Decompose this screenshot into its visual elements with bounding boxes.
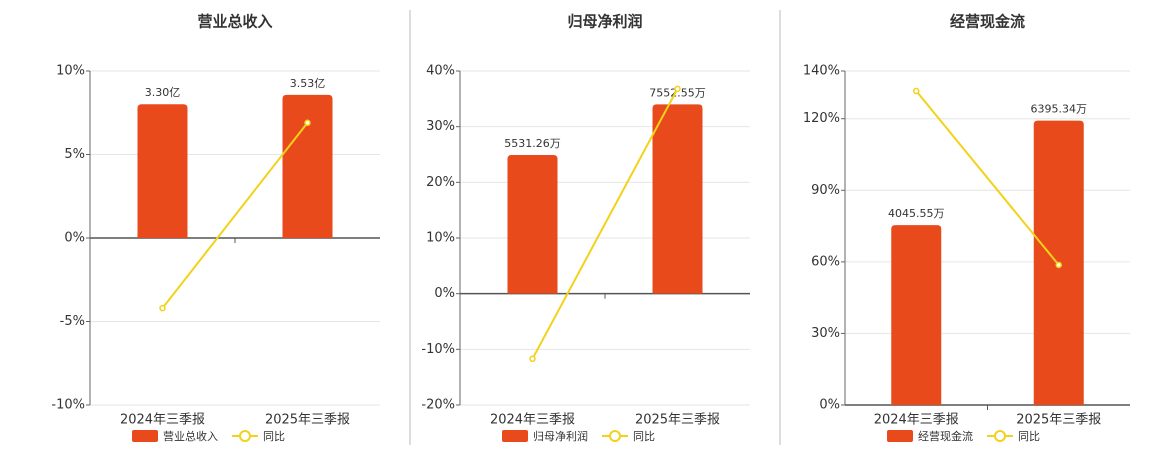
line (161, 122, 309, 309)
line-point (913, 87, 920, 95)
bar (507, 155, 558, 294)
data-label: 3.30亿 (145, 86, 181, 99)
legend-marker (994, 430, 1006, 442)
y-tick-label: 10% (426, 231, 455, 246)
chart-title: 归母净利润 (567, 13, 642, 31)
legend-swatch (887, 430, 913, 442)
data-label: 7552.55万 (649, 86, 706, 99)
y-tick-label: -10% (51, 398, 85, 413)
y-tick-label: 5% (64, 147, 85, 162)
x-tick-label: 2025年三季报 (635, 413, 720, 428)
chart-title: 经营现金流 (950, 13, 1025, 31)
data-label: 5531.26万 (504, 137, 561, 150)
y-tick-label: 30% (426, 119, 455, 134)
y-tick-label: 0% (434, 286, 455, 301)
legend-label: 经营现金流 (918, 429, 973, 443)
bar (891, 225, 942, 405)
x-tick-label: 2024年三季报 (490, 413, 575, 428)
y-tick-label: 0% (64, 231, 85, 246)
y-tick-label: 10% (56, 64, 85, 79)
line-point (674, 85, 681, 93)
data-label: 4045.55万 (888, 207, 945, 220)
y-tick-label: 140% (803, 64, 840, 79)
legend-label: 归母净利润 (533, 429, 588, 443)
y-tick-label: -20% (421, 398, 455, 413)
y-tick-label: 60% (811, 254, 840, 269)
bar (652, 104, 703, 294)
legend-marker (239, 430, 251, 442)
line-point (159, 304, 166, 312)
legend-swatch (132, 430, 158, 442)
line (531, 88, 679, 360)
y-tick-label: 30% (811, 326, 840, 341)
y-tick-label: -10% (421, 342, 455, 357)
legend-label: 同比 (263, 430, 285, 443)
bar (282, 94, 333, 239)
legend-label: 同比 (633, 430, 655, 443)
y-tick-label: 20% (426, 175, 455, 190)
x-tick-label: 2025年三季报 (265, 413, 350, 428)
data-label: 3.53亿 (290, 77, 326, 90)
y-tick-label: -5% (60, 314, 85, 329)
x-tick-label: 2025年三季报 (1016, 413, 1101, 428)
y-tick-label: 0% (819, 398, 840, 413)
legend-label: 营业总收入 (163, 429, 218, 443)
line-point (529, 355, 536, 363)
legend-marker (609, 430, 621, 442)
line-point (304, 119, 311, 127)
y-tick-label: 120% (803, 111, 840, 126)
bar (137, 104, 188, 239)
legend-swatch (502, 430, 528, 442)
legend-label: 同比 (1018, 430, 1040, 443)
line (915, 90, 1060, 266)
y-tick-label: 90% (811, 183, 840, 198)
chart-title: 营业总收入 (197, 13, 272, 31)
line-point (1055, 261, 1062, 269)
x-tick-label: 2024年三季报 (874, 413, 959, 428)
x-tick-label: 2024年三季报 (120, 413, 205, 428)
y-tick-label: 40% (426, 64, 455, 79)
data-label: 6395.34万 (1031, 103, 1088, 116)
